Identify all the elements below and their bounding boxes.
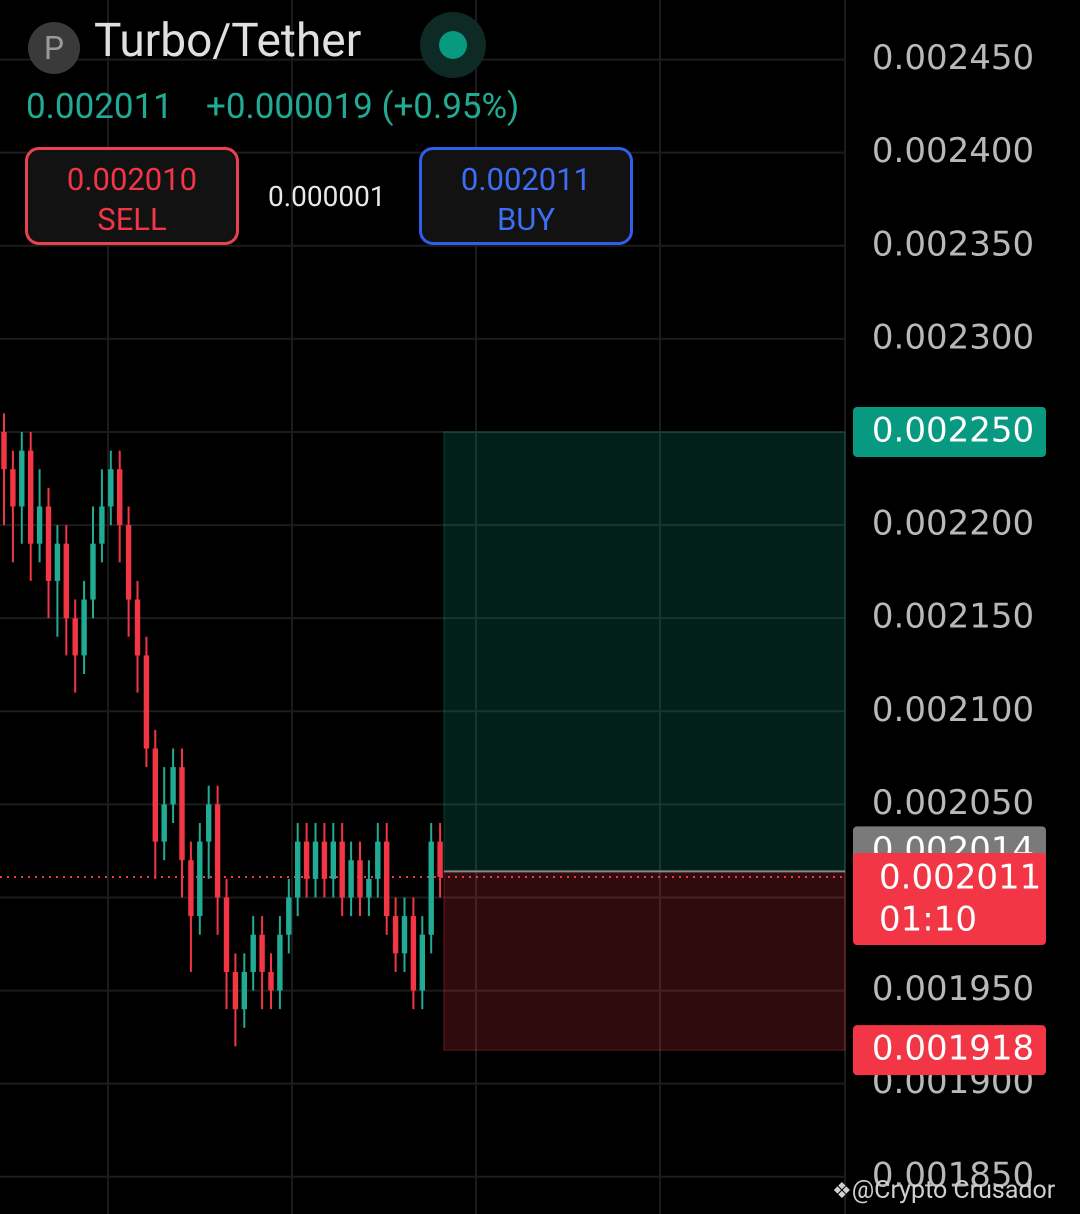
- candle-body: [72, 618, 78, 656]
- candle-body: [223, 897, 230, 972]
- candle-body: [295, 841, 301, 898]
- candle-body: [10, 469, 16, 507]
- sell-price: 0.002010: [66, 161, 198, 198]
- candle-body: [410, 916, 417, 991]
- symbol-title[interactable]: Turbo/Tether: [94, 14, 362, 68]
- candle-body: [90, 543, 96, 600]
- candle-body: [1, 431, 7, 470]
- stop-loss-badge: [853, 1025, 1046, 1076]
- watermark-text: @Crypto Crusador: [851, 1176, 1056, 1205]
- candle-body: [214, 804, 221, 898]
- y-tick-label: 0.002150: [872, 597, 1034, 637]
- candle-body: [366, 878, 372, 898]
- candle-body: [321, 841, 328, 879]
- candle-body: [286, 897, 292, 935]
- candle-body: [312, 841, 319, 879]
- y-tick-label: 0.001850: [872, 1155, 1034, 1195]
- candle-body: [428, 841, 434, 935]
- buy-label: BUY: [496, 201, 556, 238]
- y-tick-label: 0.001950: [872, 969, 1034, 1009]
- status-dot: [439, 31, 467, 59]
- candle-body: [125, 525, 132, 600]
- candle-body: [81, 599, 87, 656]
- candle-body: [339, 841, 345, 898]
- candle-body: [19, 450, 25, 507]
- candle-body: [179, 767, 185, 861]
- candle-body: [375, 841, 381, 879]
- candle-body: [36, 506, 43, 544]
- buy-button[interactable]: 0.002011 BUY: [419, 147, 633, 245]
- candle-body: [45, 506, 52, 581]
- candle-body: [134, 599, 141, 656]
- candle-body: [401, 916, 408, 954]
- countdown-label: 01:10: [879, 899, 977, 939]
- watermark: ❖@Crypto Crusador: [832, 1176, 1055, 1205]
- candle-body: [437, 841, 443, 877]
- candle-body: [99, 506, 105, 544]
- take-profit-badge: [853, 406, 1046, 457]
- take-profit-label: 0.002250: [872, 410, 1034, 450]
- candle-body: [330, 841, 336, 879]
- candle-body: [241, 971, 247, 1010]
- candle-body: [357, 860, 363, 898]
- y-tick-label: 0.002450: [872, 38, 1034, 78]
- sell-button[interactable]: 0.002010 SELL: [25, 147, 239, 245]
- candle-body: [419, 934, 425, 991]
- y-tick-label: 0.002200: [872, 504, 1034, 544]
- y-tick-label: 0.002050: [872, 783, 1034, 823]
- current-price-label: 0.002011: [879, 857, 1041, 897]
- candle-body: [259, 934, 265, 972]
- candle-body: [161, 804, 167, 842]
- last-price: 0.002011: [26, 86, 173, 127]
- sell-label: SELL: [97, 201, 167, 238]
- candle-body: [348, 860, 354, 898]
- candle-body: [384, 841, 390, 917]
- y-tick-label: 0.002350: [872, 224, 1034, 264]
- candle-body: [188, 860, 194, 917]
- candle-body: [152, 748, 158, 842]
- candle-body: [206, 804, 212, 842]
- current-price-badge: [853, 852, 1046, 945]
- candle-body: [303, 841, 310, 879]
- loss-zone: [443, 870, 846, 1051]
- y-tick-label: 0.002400: [872, 131, 1034, 171]
- candle-body: [54, 543, 61, 581]
- candle-body: [268, 971, 274, 991]
- buy-price: 0.002011: [460, 161, 592, 198]
- candle-body: [392, 916, 399, 954]
- y-tick-label: 0.002300: [872, 317, 1034, 357]
- candle-body: [232, 971, 239, 1010]
- candle-body: [250, 934, 256, 972]
- candle-body: [117, 469, 123, 526]
- candle-body: [197, 841, 203, 917]
- symbol-icon: P: [28, 22, 80, 74]
- candle-body: [108, 469, 114, 507]
- candle-body: [63, 543, 69, 619]
- profit-zone: [443, 431, 846, 872]
- price-change: +0.000019 (+0.95%): [206, 86, 520, 127]
- spread: 0.000001: [268, 180, 386, 213]
- status-indicator: [420, 12, 486, 78]
- candle-body: [28, 450, 34, 544]
- y-tick-label: 0.002100: [872, 690, 1034, 730]
- watermark-logo: ❖: [832, 1179, 852, 1204]
- candle-body: [170, 767, 176, 805]
- candle-body: [277, 934, 283, 991]
- stop-loss-label: 0.001918: [872, 1029, 1034, 1069]
- candle-body: [143, 655, 150, 749]
